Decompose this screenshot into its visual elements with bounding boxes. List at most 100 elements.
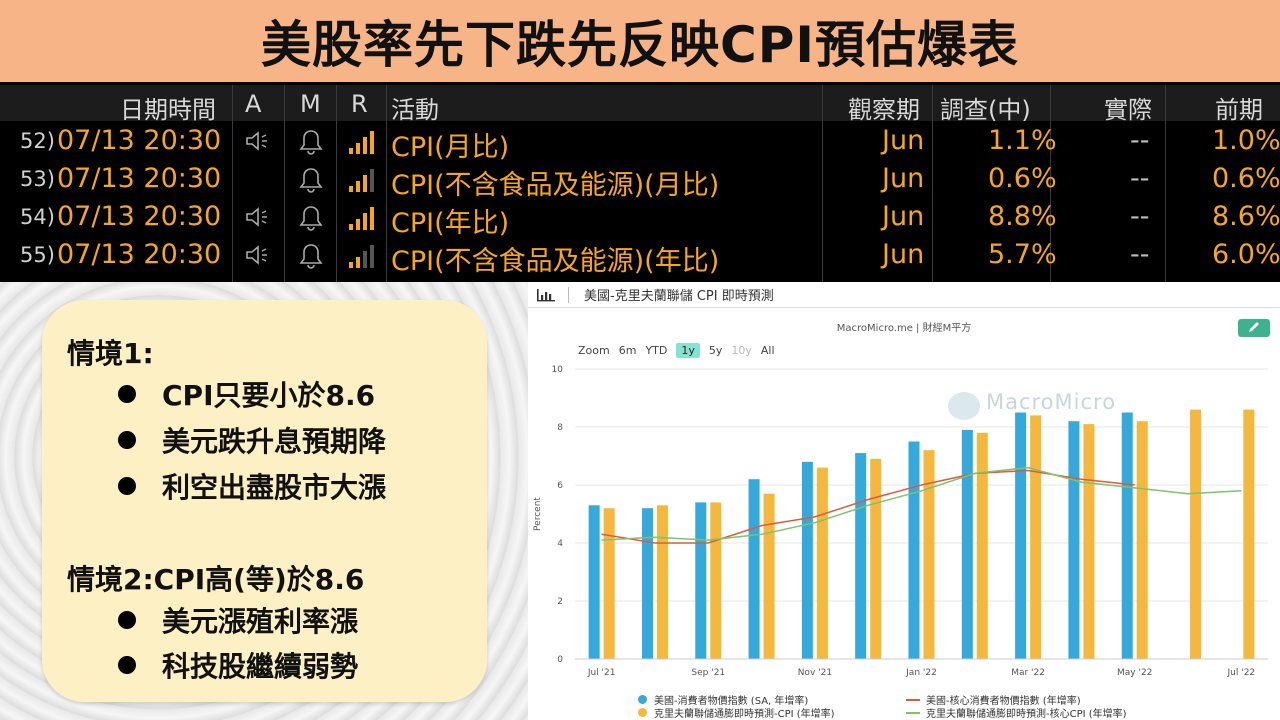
row-activity: CPI(月比) — [391, 132, 510, 163]
row-actual: -- — [1130, 163, 1150, 194]
scenario1-title: 情境1: — [67, 337, 154, 370]
x-tick-label: Nov '21 — [798, 668, 832, 678]
row-prior: 1.0% — [1212, 125, 1280, 156]
table-row[interactable]: 54) 07/13 20:30 CPI(年比) Jun 8.8% -- 8.6% — [0, 198, 1280, 239]
row-number: 55) — [20, 243, 55, 267]
table-row[interactable]: 55) 07/13 20:30 CPI(不含食品及能源)(年比) Jun 5.7… — [0, 236, 1280, 277]
x-tick-label: Jan '22 — [905, 668, 937, 678]
header-prior[interactable]: 前期 — [1215, 96, 1263, 124]
column-divider — [336, 85, 337, 282]
bar — [976, 432, 988, 659]
chart-plot: 0 2 4 6 8 10 Percent Jul '21 Sep '21 Nov '21 Jan '… — [533, 365, 1268, 678]
zoom-1y[interactable]: 1y — [676, 343, 700, 358]
y-tick-label: 0 — [557, 655, 563, 665]
row-survey: 0.6% — [988, 163, 1057, 194]
series-line — [601, 469, 1135, 544]
bar — [923, 450, 935, 659]
legend-label: 克里夫蘭聯儲通膨即時預測-核心CPI (年增率) — [926, 709, 1127, 720]
zoom-6m[interactable]: 6m — [618, 344, 637, 357]
bell-icon[interactable] — [298, 242, 324, 274]
legend-item[interactable]: 美國-消費者物價指數 (SA, 年增率) — [638, 692, 808, 707]
header-activity[interactable]: 活動 — [391, 96, 439, 124]
chart-panel: 美國-克里夫蘭聯儲 CPI 即時預測 MacroMicro.me | 財經M平方… — [528, 282, 1280, 720]
bell-icon[interactable] — [298, 166, 324, 198]
terminal-header: 日期時間 A M R 活動 觀察期 調查(中) 實際 前期 — [0, 85, 1280, 124]
row-prior: 0.6% — [1212, 163, 1280, 194]
bullet-icon — [118, 656, 136, 674]
bar — [1068, 421, 1080, 659]
bell-icon[interactable] — [298, 128, 324, 160]
bar — [1190, 409, 1202, 659]
legend-item[interactable]: 美國-核心消費者物價指數 (年增率) — [906, 692, 1081, 707]
relevance-bars-icon — [348, 204, 376, 236]
table-row[interactable]: 52) 07/13 20:30 CPI(月比) Jun 1.1% -- 1.0% — [0, 122, 1280, 163]
row-datetime: 07/13 20:30 — [57, 125, 222, 156]
header-period[interactable]: 觀察期 — [848, 96, 920, 124]
edit-button[interactable] — [1238, 319, 1270, 337]
x-tick-label: Jul '21 — [587, 668, 616, 678]
header-m[interactable]: M — [300, 90, 321, 118]
bar — [1030, 415, 1042, 659]
header-actual[interactable]: 實際 — [1104, 96, 1152, 124]
speaker-icon[interactable] — [244, 128, 270, 158]
page-title: 美股率先下跌先反映CPI預估爆表 — [261, 16, 1019, 74]
bar — [1121, 412, 1133, 659]
row-period: Jun — [882, 239, 925, 270]
header-datetime[interactable]: 日期時間 — [120, 96, 216, 124]
legend-item[interactable]: 克里夫蘭聯儲通膨即時預測-核心CPI (年增率) — [906, 705, 1127, 720]
row-survey: 8.8% — [988, 201, 1057, 232]
bar — [603, 508, 615, 659]
row-survey: 5.7% — [988, 239, 1057, 270]
bar — [816, 467, 828, 659]
series-line — [601, 466, 1242, 541]
bar — [695, 502, 707, 659]
zoom-all[interactable]: All — [760, 344, 775, 357]
scenario2-item: 科技股繼續弱勢 — [118, 645, 358, 685]
chart-source: MacroMicro.me | 財經M平方 — [836, 323, 972, 334]
bar — [1136, 421, 1148, 659]
zoom-5y[interactable]: 5y — [708, 344, 723, 357]
scenario1-item-text: 美元跌升息預期降 — [162, 425, 387, 458]
y-tick-label: 2 — [557, 597, 563, 607]
bullet-icon — [118, 477, 136, 495]
chart-header: 美國-克里夫蘭聯儲 CPI 即時預測 — [528, 282, 1280, 308]
legend-swatch — [638, 708, 647, 717]
bar — [710, 502, 722, 659]
row-period: Jun — [882, 125, 925, 156]
legend-label: 克里夫蘭聯儲通膨即時預測-CPI (年增率) — [654, 709, 835, 720]
y-tick-label: 6 — [557, 481, 563, 491]
bell-icon[interactable] — [298, 204, 324, 236]
column-divider — [1050, 85, 1051, 282]
speaker-icon[interactable] — [244, 204, 270, 234]
column-divider — [284, 85, 285, 282]
scenario-card: 情境1: CPI只要小於8.6 美元跌升息預期降 利空出盡股市大漲 情境2:CP… — [42, 300, 487, 702]
row-number: 54) — [20, 205, 55, 229]
row-actual: -- — [1130, 201, 1150, 232]
zoom-ytd[interactable]: YTD — [645, 344, 668, 357]
table-row[interactable]: 53) 07/13 20:30 CPI(不含食品及能源)(月比) Jun 0.6… — [0, 160, 1280, 201]
header-survey[interactable]: 調查(中) — [940, 96, 1031, 124]
header-a[interactable]: A — [245, 90, 262, 118]
row-activity: CPI(不含食品及能源)(月比) — [391, 170, 720, 201]
row-datetime: 07/13 20:30 — [57, 239, 222, 270]
zoom-10y: 10y — [731, 344, 752, 357]
row-activity: CPI(不含食品及能源)(年比) — [391, 246, 720, 277]
row-actual: -- — [1130, 239, 1150, 270]
row-datetime: 07/13 20:30 — [57, 163, 222, 194]
x-tick-label: Jul '22 — [1227, 668, 1256, 678]
scenario1-item: CPI只要小於8.6 — [118, 374, 375, 414]
scenario2-item-text: 科技股繼續弱勢 — [162, 650, 359, 683]
row-number: 52) — [20, 129, 55, 153]
scenario2-item-text: 美元漲殖利率漲 — [162, 605, 359, 638]
legend-item[interactable]: 克里夫蘭聯儲通膨即時預測-CPI (年增率) — [638, 705, 835, 720]
header-r[interactable]: R — [351, 90, 368, 118]
y-tick-label: 10 — [552, 365, 564, 375]
relevance-bars-icon — [348, 166, 376, 198]
speaker-icon[interactable] — [244, 242, 270, 272]
bar — [1015, 412, 1027, 659]
legend-swatch — [906, 698, 920, 701]
chart-icon — [536, 287, 556, 306]
bar — [588, 505, 600, 659]
y-tick-label: 8 — [557, 423, 563, 433]
bar — [763, 493, 775, 659]
